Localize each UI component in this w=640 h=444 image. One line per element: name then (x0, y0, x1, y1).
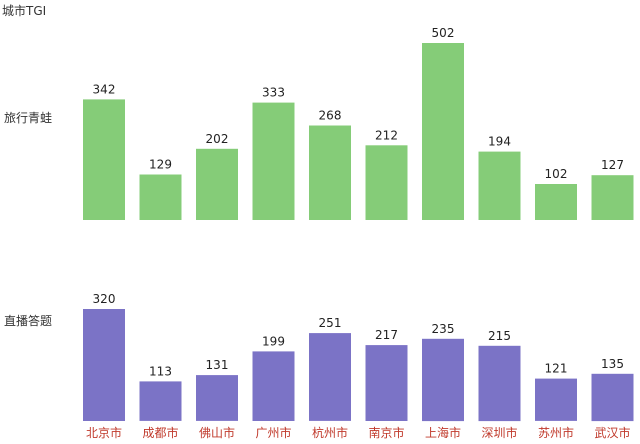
category-label-0: 北京市 (86, 425, 122, 440)
data-label-s0-5: 212 (375, 128, 398, 142)
bar-s0-5 (365, 145, 408, 220)
data-label-s0-6: 502 (432, 26, 455, 40)
data-label-s0-2: 202 (206, 132, 229, 146)
series-label-0: 旅行青蛙 (4, 111, 52, 125)
category-label-7: 深圳市 (481, 425, 517, 440)
category-label-8: 苏州市 (538, 425, 574, 440)
bar-s0-9 (591, 175, 634, 220)
bar-s0-6 (422, 43, 464, 220)
bar-s0-3 (252, 102, 295, 220)
data-label-s1-9: 135 (601, 357, 624, 371)
data-label-s1-1: 113 (149, 364, 172, 378)
category-label-3: 广州市 (255, 425, 291, 440)
data-label-s1-8: 121 (545, 362, 568, 376)
bar-s1-6 (422, 338, 464, 422)
bar-s1-1 (139, 381, 182, 421)
data-label-s0-4: 268 (319, 109, 342, 123)
bar-s0-1 (139, 174, 182, 220)
chart-title: 城市TGI (2, 4, 47, 18)
data-label-s0-0: 342 (93, 82, 116, 96)
bar-s1-5 (365, 345, 408, 421)
data-label-s0-3: 333 (262, 86, 285, 100)
data-label-s1-3: 199 (262, 334, 285, 348)
bar-s0-2 (196, 148, 238, 220)
data-label-s0-7: 194 (488, 135, 511, 149)
data-label-s0-8: 102 (545, 167, 568, 181)
data-label-s1-7: 215 (488, 329, 511, 343)
bar-s1-0 (83, 309, 125, 421)
bar-s0-8 (535, 184, 577, 220)
category-label-1: 成都市 (142, 425, 178, 440)
data-label-s1-0: 320 (93, 292, 116, 306)
data-label-s1-5: 217 (375, 328, 398, 342)
bar-s0-4 (309, 125, 351, 220)
category-label-5: 南京市 (368, 425, 404, 440)
category-label-9: 武汉市 (594, 425, 630, 440)
bar-s1-3 (252, 351, 295, 421)
data-label-s1-6: 235 (432, 322, 455, 336)
data-label-s0-1: 129 (149, 158, 172, 172)
data-label-s1-4: 251 (319, 316, 342, 330)
bar-s1-8 (535, 378, 577, 421)
series-label-1: 直播答题 (4, 313, 52, 328)
bar-s1-4 (309, 333, 351, 421)
bar-s1-9 (591, 373, 634, 422)
data-label-s1-2: 131 (206, 358, 229, 372)
category-label-4: 杭州市 (312, 425, 348, 440)
category-label-2: 佛山市 (199, 425, 235, 440)
bar-s0-0 (83, 99, 125, 220)
bar-s0-7 (478, 151, 521, 220)
bar-s1-7 (478, 345, 521, 422)
data-label-s0-9: 127 (601, 158, 624, 172)
category-label-6: 上海市 (425, 425, 461, 440)
bar-s1-2 (196, 375, 238, 421)
